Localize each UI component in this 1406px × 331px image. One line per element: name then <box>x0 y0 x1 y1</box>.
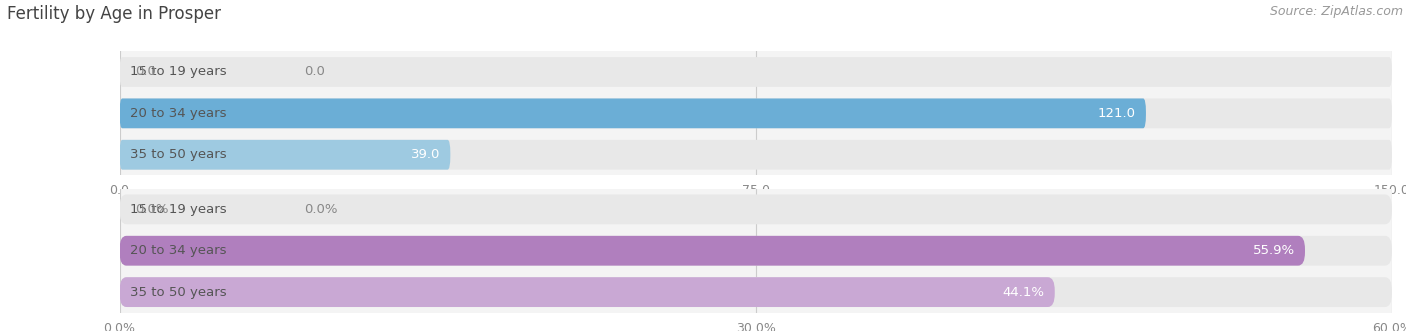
Text: 44.1%: 44.1% <box>1002 286 1045 299</box>
Text: 39.0: 39.0 <box>411 148 440 161</box>
FancyBboxPatch shape <box>120 195 1392 224</box>
FancyBboxPatch shape <box>120 236 1392 265</box>
FancyBboxPatch shape <box>120 236 1305 265</box>
Text: 0.0: 0.0 <box>304 66 325 78</box>
Text: 15 to 19 years: 15 to 19 years <box>129 203 226 216</box>
Text: 0.0: 0.0 <box>135 66 156 78</box>
FancyBboxPatch shape <box>120 57 1392 87</box>
FancyBboxPatch shape <box>120 99 1146 128</box>
Text: 121.0: 121.0 <box>1098 107 1136 120</box>
Text: 0.0%: 0.0% <box>135 203 169 216</box>
Text: 0.0%: 0.0% <box>304 203 337 216</box>
FancyBboxPatch shape <box>120 99 1392 128</box>
FancyBboxPatch shape <box>120 140 1392 170</box>
Text: Source: ZipAtlas.com: Source: ZipAtlas.com <box>1270 5 1403 18</box>
Text: 20 to 34 years: 20 to 34 years <box>129 107 226 120</box>
FancyBboxPatch shape <box>120 277 1392 307</box>
FancyBboxPatch shape <box>120 277 1054 307</box>
Text: 55.9%: 55.9% <box>1253 244 1295 257</box>
Text: 35 to 50 years: 35 to 50 years <box>129 148 226 161</box>
Text: 15 to 19 years: 15 to 19 years <box>129 66 226 78</box>
Text: Fertility by Age in Prosper: Fertility by Age in Prosper <box>7 5 221 23</box>
FancyBboxPatch shape <box>120 140 450 170</box>
Text: 20 to 34 years: 20 to 34 years <box>129 244 226 257</box>
Text: 35 to 50 years: 35 to 50 years <box>129 286 226 299</box>
